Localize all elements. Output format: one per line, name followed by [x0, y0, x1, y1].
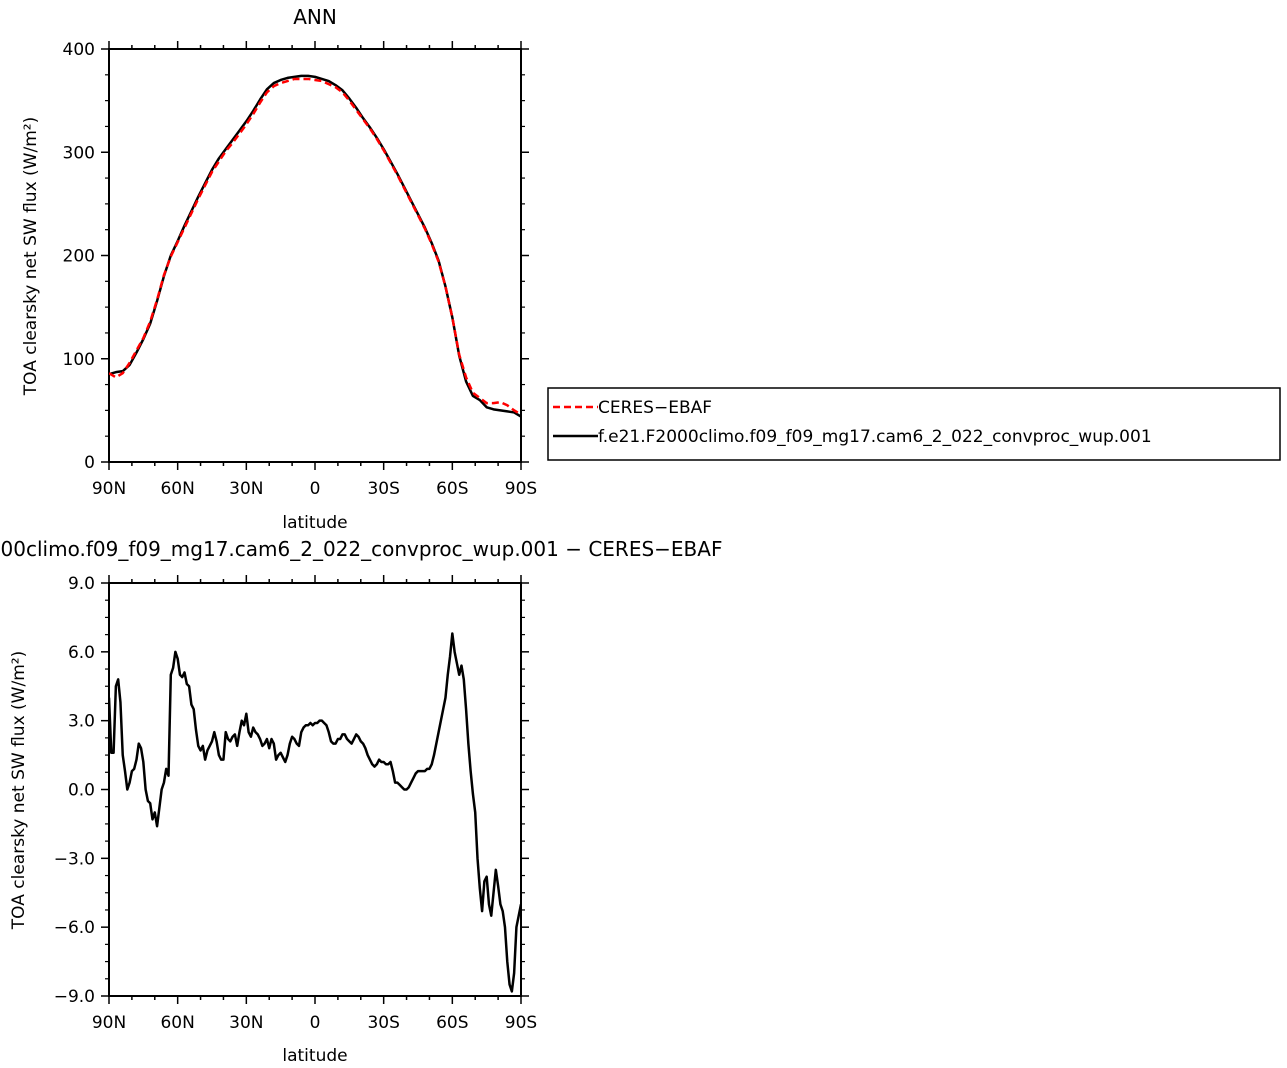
y-tick-label: 200	[63, 247, 95, 267]
top-series-line-0	[109, 77, 521, 416]
x-tick-label: 30S	[367, 1013, 399, 1033]
y-tick-label: 400	[63, 40, 95, 60]
y-tick-label: −3.0	[54, 849, 95, 869]
bottom-x-axis-label: latitude	[282, 1046, 347, 1066]
bottom-plot-frame	[108, 582, 522, 997]
legend-label-ceres: CERES−EBAF	[598, 398, 712, 418]
y-tick-label: −6.0	[54, 918, 95, 938]
y-tick-label: 9.0	[68, 574, 95, 594]
y-tick-label: 300	[63, 143, 95, 163]
x-tick-label: 60N	[160, 479, 194, 499]
y-tick-label: 0	[84, 453, 95, 473]
x-tick-label: 30N	[229, 1013, 263, 1033]
x-tick-label: 90S	[505, 1013, 537, 1033]
bottom-y-ticks: −9.0 −6.0 −3.0 0.0 3.0 6.0 9.0	[54, 574, 529, 1007]
x-tick-label: 60N	[160, 1013, 194, 1033]
y-tick-label: 6.0	[68, 643, 95, 663]
bottom-series-line-0	[109, 632, 521, 993]
top-x-axis-label: latitude	[282, 513, 347, 533]
top-x-ticks: 90N 60N 30N 0 30S 60S 90S	[92, 41, 537, 499]
top-y-ticks: 0 100 200 300 400	[63, 40, 529, 473]
x-tick-label: 90N	[92, 479, 126, 499]
x-tick-label: 30N	[229, 479, 263, 499]
bottom-chart-title: f.e21.F2000climo.f09_f09_mg17.cam6_2_022…	[0, 537, 722, 561]
x-tick-label: 0	[310, 1013, 321, 1033]
bottom-plot-area	[109, 632, 521, 993]
y-tick-label: 0.0	[68, 781, 95, 801]
x-tick-label: 60S	[436, 479, 468, 499]
top-chart-title: ANN	[293, 5, 337, 29]
x-tick-label: 90N	[92, 1013, 126, 1033]
legend-label-model: f.e21.F2000climo.f09_f09_mg17.cam6_2_022…	[598, 427, 1152, 447]
x-tick-label: 60S	[436, 1013, 468, 1033]
x-tick-label: 0	[310, 479, 321, 499]
bottom-x-ticks: 90N 60N 30N 0 30S 60S 90S	[92, 575, 537, 1033]
top-plot-area	[109, 74, 521, 418]
y-tick-label: −9.0	[54, 987, 95, 1007]
bottom-y-axis-label: TOA clearsky net SW flux (W/m²)	[9, 651, 29, 930]
x-tick-label: 30S	[367, 479, 399, 499]
legend-box	[547, 387, 1281, 461]
x-tick-label: 90S	[505, 479, 537, 499]
legend: CERES−EBAF f.e21.F2000climo.f09_f09_mg17…	[547, 387, 1281, 461]
top-series-line-1	[109, 74, 521, 418]
y-tick-label: 3.0	[68, 712, 95, 732]
bottom-panel: f.e21.F2000climo.f09_f09_mg17.cam6_2_022…	[0, 537, 722, 1066]
y-tick-label: 100	[63, 350, 95, 370]
top-y-axis-label: TOA clearsky net SW flux (W/m²)	[21, 117, 41, 396]
top-panel: ANN 90N 60N 30N 0 30S 60S 90S 0 100 200 300 400 la…	[21, 5, 537, 533]
